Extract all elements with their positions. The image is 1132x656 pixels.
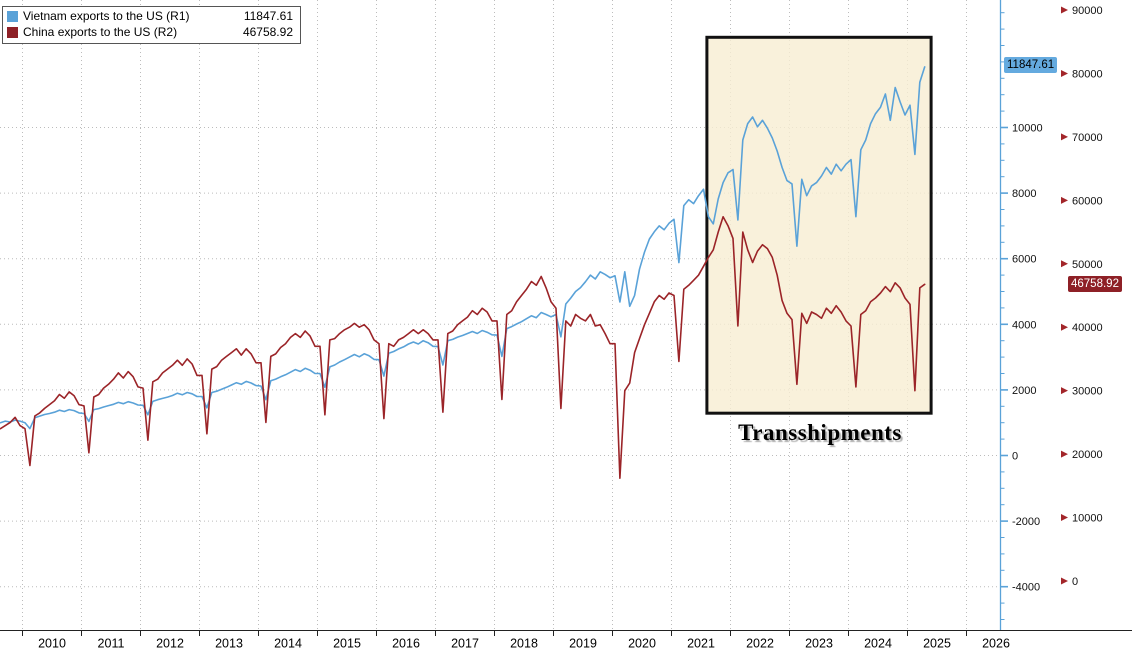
r1-tick-label: 10000 bbox=[1012, 123, 1043, 135]
x-axis-year-label: 2017 bbox=[451, 637, 479, 651]
legend-item-vietnam[interactable]: Vietnam exports to the US (R1) 11847.61 bbox=[7, 9, 293, 24]
legend-label: Vietnam exports to the US (R1) bbox=[23, 9, 190, 23]
r1-tick-label: 2000 bbox=[1012, 385, 1036, 397]
r1-tick-label: -4000 bbox=[1012, 582, 1040, 594]
x-axis-year-label: 2024 bbox=[864, 637, 892, 651]
legend-item-china[interactable]: China exports to the US (R2) 46758.92 bbox=[7, 25, 293, 40]
r2-tick-label: 70000 bbox=[1072, 132, 1103, 144]
axis-tick-arrow-icon bbox=[1061, 387, 1068, 395]
r1-tick-label: 4000 bbox=[1012, 319, 1036, 331]
r2-tick-label: 0 bbox=[1072, 576, 1078, 588]
x-axis-year-label: 2020 bbox=[628, 637, 656, 651]
annotation-label: Transshipments bbox=[738, 420, 902, 445]
r2-tick-label: 30000 bbox=[1072, 386, 1103, 398]
highlight-box-border bbox=[705, 35, 933, 415]
legend-value: 11847.61 bbox=[243, 9, 293, 23]
x-axis-year-label: 2025 bbox=[923, 637, 951, 651]
axis-tick-arrow-icon bbox=[1061, 133, 1068, 141]
r2-tick-label: 50000 bbox=[1072, 259, 1103, 271]
r2-tick-label: 90000 bbox=[1072, 5, 1103, 17]
r2-tick-label: 60000 bbox=[1072, 195, 1103, 207]
x-axis-year-label: 2019 bbox=[569, 637, 597, 651]
axis-tick-arrow-icon bbox=[1061, 6, 1068, 14]
r1-tick-label: 6000 bbox=[1012, 254, 1036, 266]
r1-tick-label: -2000 bbox=[1012, 516, 1040, 528]
x-axis-year-label: 2015 bbox=[333, 637, 361, 651]
x-axis-year-label: 2010 bbox=[38, 637, 66, 651]
legend-swatch-china-icon bbox=[7, 27, 18, 38]
x-axis-year-label: 2012 bbox=[156, 637, 184, 651]
x-axis-year-label: 2023 bbox=[805, 637, 833, 651]
legend-label: China exports to the US (R2) bbox=[23, 25, 178, 39]
x-axis-year-label: 2011 bbox=[98, 637, 125, 651]
axis-tick-arrow-icon bbox=[1061, 69, 1068, 77]
x-axis-year-label: 2021 bbox=[687, 637, 715, 651]
series-line-china bbox=[0, 216, 926, 480]
x-axis-year-label: 2018 bbox=[510, 637, 538, 651]
x-axis-year-label: 2022 bbox=[746, 637, 774, 651]
r1-tick-label: 0 bbox=[1012, 451, 1018, 463]
axis-tick-arrow-icon bbox=[1061, 196, 1068, 204]
x-axis-year-label: 2014 bbox=[274, 637, 302, 651]
r2-tick-label: 20000 bbox=[1072, 449, 1103, 461]
latest-value-badge-china: 46758.92 bbox=[1068, 276, 1122, 292]
r2-tick-label: 80000 bbox=[1072, 68, 1103, 80]
axis-tick-arrow-icon bbox=[1061, 323, 1068, 331]
legend: Vietnam exports to the US (R1) 11847.61 … bbox=[2, 6, 301, 44]
x-axis-year-label: 2013 bbox=[215, 637, 243, 651]
axis-tick-arrow-icon bbox=[1061, 260, 1068, 268]
r1-tick-label: 8000 bbox=[1012, 188, 1036, 200]
latest-value-badge-vietnam: 11847.61 bbox=[1004, 57, 1058, 73]
series-line-vietnam bbox=[0, 66, 926, 430]
axis-tick-arrow-icon bbox=[1061, 450, 1068, 458]
legend-swatch-vietnam-icon bbox=[7, 11, 18, 22]
legend-value: 46758.92 bbox=[242, 25, 293, 39]
x-axis-year-label: 2016 bbox=[392, 637, 420, 651]
axis-tick-arrow-icon bbox=[1061, 577, 1068, 585]
x-axis-year-label: 2026 bbox=[982, 637, 1010, 651]
r2-tick-label: 10000 bbox=[1072, 513, 1103, 525]
r2-tick-label: 40000 bbox=[1072, 322, 1103, 334]
axis-tick-arrow-icon bbox=[1061, 514, 1068, 522]
